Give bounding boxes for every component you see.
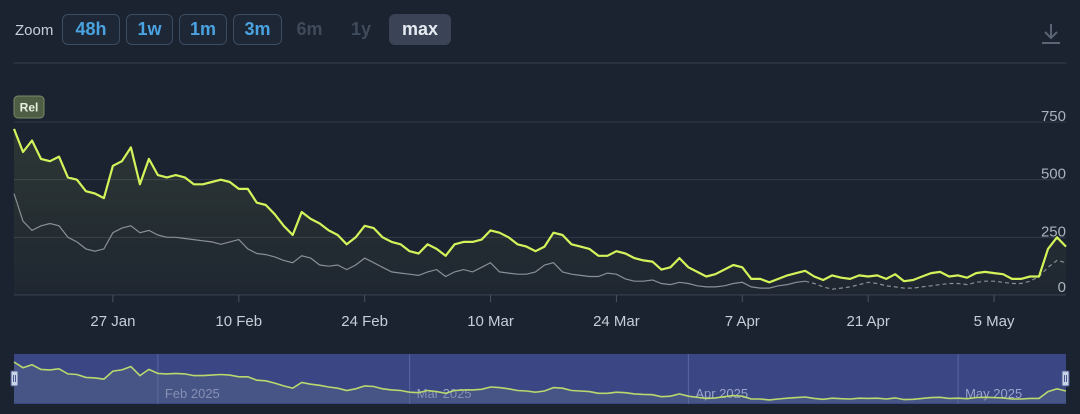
- secondary-series-line: [13, 193, 806, 289]
- y-tick-label: 500: [1041, 166, 1066, 183]
- zoom-1w-button[interactable]: 1w: [126, 14, 173, 45]
- x-tick-label: 7 Apr: [725, 313, 760, 330]
- x-tick-label: 10 Feb: [215, 313, 262, 330]
- download-icon[interactable]: [1040, 23, 1062, 49]
- primary-series-line: [12, 128, 1067, 284]
- rel-badge-box: [13, 95, 45, 119]
- series-layer: [12, 128, 1067, 295]
- primary-area: [14, 128, 1066, 295]
- rel-badge: Rel: [13, 95, 45, 119]
- navigator-tick-label: Feb 2025: [165, 386, 220, 401]
- zoom-3m-button[interactable]: 3m: [233, 14, 282, 45]
- zoom-toolbar: Zoom 48h 1w 1m 3m 6m 1y max: [0, 13, 1080, 49]
- x-tick-label: 10 Mar: [467, 313, 514, 330]
- x-tick-label: 24 Feb: [341, 313, 388, 330]
- navigator-area: [14, 362, 1066, 403]
- x-tick-label: 5 May: [974, 313, 1015, 330]
- zoom-1m-button[interactable]: 1m: [179, 14, 227, 45]
- navigator-selection[interactable]: [14, 354, 1066, 404]
- navigator-series: [13, 361, 1067, 403]
- navigator[interactable]: Feb 2025 Mar 2025 Apr 2025 May 2025: [10, 354, 1070, 404]
- navigator-handle-left[interactable]: [10, 370, 19, 387]
- secondary-series-line-dashed: [805, 259, 1067, 290]
- zoom-label: Zoom: [15, 22, 54, 39]
- x-tick-label: 24 Mar: [593, 313, 640, 330]
- x-tick-label: 21 Apr: [846, 313, 889, 330]
- zoom-1y-button[interactable]: 1y: [350, 19, 372, 39]
- y-tick-label: 250: [1041, 223, 1066, 240]
- y-tick-label: 750: [1041, 108, 1066, 125]
- rel-badge-label: Rel: [20, 101, 39, 115]
- x-tick-label: 27 Jan: [90, 313, 135, 330]
- zoom-48h-button[interactable]: 48h: [62, 14, 120, 45]
- navigator-handle-right[interactable]: [1061, 370, 1070, 387]
- x-axis: 27 Jan 10 Feb 24 Feb 10 Mar 24 Mar 7 Apr 21 Ap…: [90, 295, 1015, 330]
- zoom-6m-button[interactable]: 6m: [296, 19, 323, 39]
- navigator-tick-label: Apr 2025: [695, 386, 748, 401]
- navigator-line: [13, 361, 1067, 401]
- zoom-max-button[interactable]: max: [389, 14, 451, 45]
